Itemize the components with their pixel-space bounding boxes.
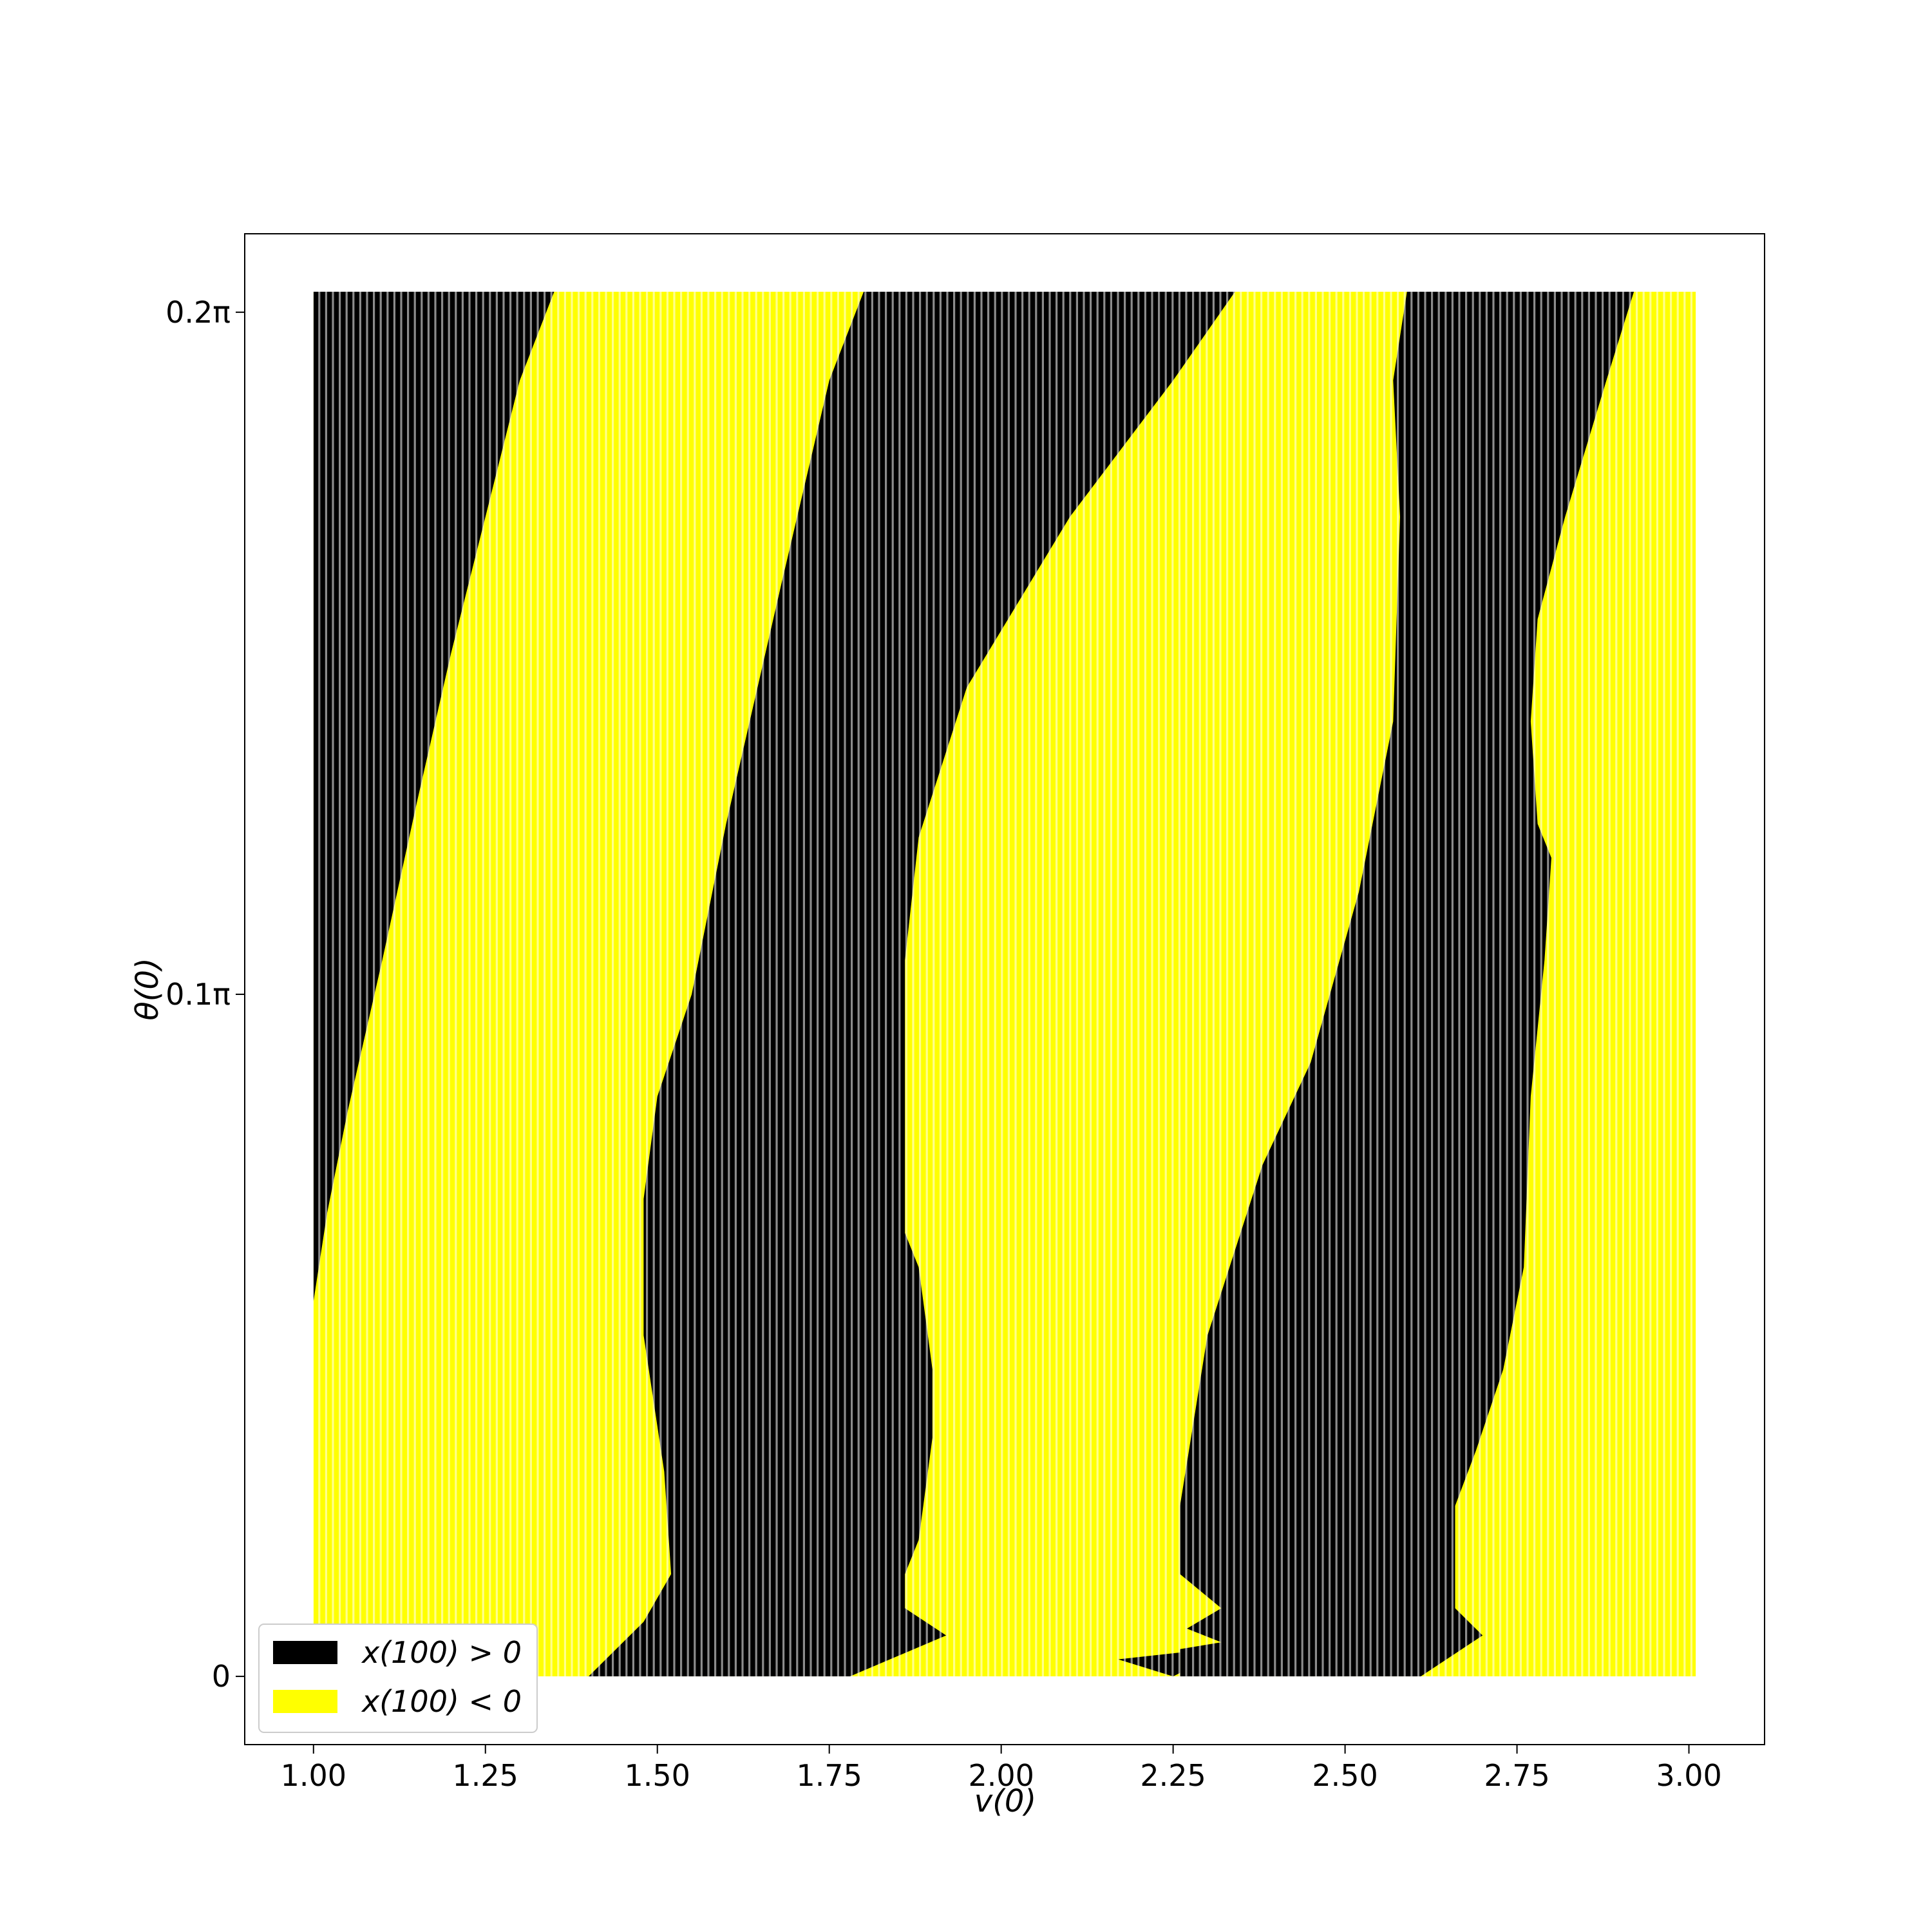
x-tick-label: 2.75 (1484, 1758, 1549, 1793)
x-tick-label: 3.00 (1656, 1758, 1721, 1793)
x-tick-label: 2.00 (968, 1758, 1034, 1793)
x-tick-label: 1.50 (625, 1758, 690, 1793)
y-axis: 0 0.1π 0.2π (166, 295, 245, 1694)
legend-swatch (273, 1690, 337, 1713)
legend-label: x(100) > 0 (361, 1635, 522, 1670)
legend-label: x(100) < 0 (361, 1684, 522, 1719)
data-layer (313, 292, 1696, 1677)
x-tick-label: 2.25 (1140, 1758, 1206, 1793)
y-tick-label: 0.2π (166, 295, 231, 330)
positive-region-band-3-tail (1118, 1653, 1180, 1677)
x-tick-label: 2.50 (1312, 1758, 1378, 1793)
column-gaps (318, 292, 1692, 1677)
x-tick-label: 1.00 (281, 1758, 346, 1793)
y-tick-label: 0 (212, 1659, 231, 1694)
y-tick-label: 0.1π (166, 977, 231, 1012)
y-axis-label: θ(0) (129, 958, 166, 1020)
x-axis-label: v(0) (974, 1783, 1036, 1819)
x-tick-label: 1.75 (796, 1758, 862, 1793)
x-tick-label: 1.25 (453, 1758, 518, 1793)
legend-swatch (273, 1641, 337, 1664)
x-axis: 1.00 1.25 1.50 1.75 2.00 2.25 2.50 2.75 3.00 (281, 1745, 1722, 1793)
stripe-overlay (318, 292, 1692, 1677)
legend: x(100) > 0 x(100) < 0 (258, 1624, 538, 1733)
